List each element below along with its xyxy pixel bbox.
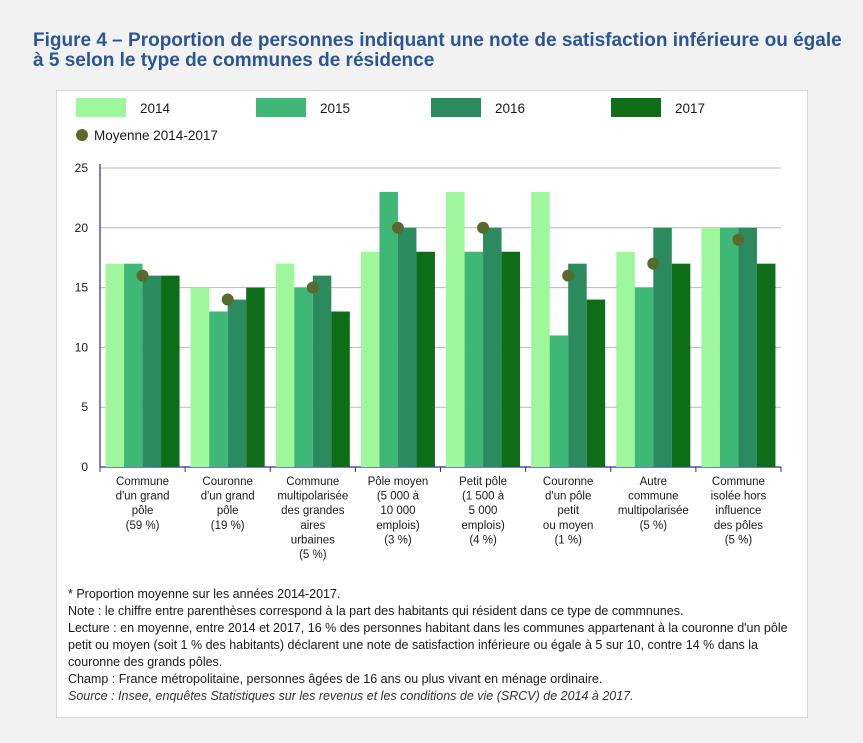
bar-2015 <box>634 287 654 467</box>
bar-2015 <box>464 251 484 467</box>
note-reading: Lecture : en moyenne, entre 2014 et 2017… <box>68 621 788 669</box>
x-category-label: Pôle moyen (5 000 à 10 000 emplois) (3 %) <box>368 476 429 546</box>
x-category-label: Commune d'un grand pôle (59 %) <box>116 476 170 532</box>
bar-2015 <box>379 191 398 468</box>
mean-marker <box>477 221 490 234</box>
x-category-label: Commune multipolarisée des grandes aires urb… <box>277 476 348 561</box>
chart-notes: * Proportion moyenne sur les années 2014… <box>68 586 798 705</box>
y-tick-label: 0 <box>81 460 88 474</box>
mean-marker <box>732 233 745 246</box>
bar-2017 <box>331 311 350 467</box>
bar-2015 <box>294 287 313 467</box>
note-text: Note : le chiffre entre parenthèses corr… <box>68 604 684 618</box>
bar-2014 <box>190 287 210 467</box>
bar-2016 <box>568 263 587 467</box>
bar-2016 <box>738 227 757 467</box>
legend-label-mean: Moyenne 2014-2017 <box>94 128 218 143</box>
y-tick-label: 25 <box>75 161 89 175</box>
legend-label-2014: 2014 <box>140 101 171 116</box>
bar-2016 <box>227 299 247 467</box>
legend-label-2017: 2017 <box>675 101 705 116</box>
bar-2017 <box>246 287 265 467</box>
legend-swatch-2017 <box>611 98 661 117</box>
mean-marker <box>391 221 404 234</box>
bar-2015 <box>209 311 228 467</box>
legend-swatch-2015 <box>256 98 306 117</box>
y-tick-label: 15 <box>75 281 89 295</box>
bar-2016 <box>653 227 672 467</box>
bar-2014 <box>360 251 380 467</box>
mean-marker <box>647 257 660 270</box>
x-category-label: Couronne d'un pôle petit ou moyen (1 %) <box>543 476 594 546</box>
x-category-label: Couronne d'un grand pôle (19 %) <box>201 476 255 532</box>
bar-2014 <box>446 191 465 468</box>
bar-2016 <box>312 275 332 467</box>
bar-2014 <box>275 263 295 467</box>
bar-2014 <box>616 251 635 467</box>
legend-swatch-2016 <box>431 98 481 117</box>
bar-2017 <box>501 251 521 467</box>
y-tick-label: 20 <box>75 221 89 235</box>
note-scope: Champ : France métropolitaine, personnes… <box>68 672 603 686</box>
bar-2017 <box>161 275 180 467</box>
bar-2017 <box>586 299 606 467</box>
x-category-label: Commune isolée hors influence des pôles (5 %… <box>711 476 767 546</box>
note-source: Source : Insee, enquêtes Statistiques su… <box>68 689 634 703</box>
bar-2015 <box>549 335 569 467</box>
legend-swatch-2014 <box>76 98 126 117</box>
mean-marker <box>136 269 149 282</box>
x-category-label: Autre commune multipolarisée (5 %) <box>618 476 689 532</box>
bar-2017 <box>416 251 435 467</box>
bar-2017 <box>756 263 776 467</box>
bar-2014 <box>531 191 550 468</box>
y-tick-label: 10 <box>75 340 89 354</box>
legend-label-2016: 2016 <box>495 101 525 116</box>
bar-2014 <box>105 263 125 467</box>
y-tick-label: 5 <box>81 400 88 414</box>
bar-2017 <box>671 263 691 467</box>
bar-2016 <box>397 227 417 467</box>
figure-title: Figure 4 – Proportion de personnes indiq… <box>33 30 842 71</box>
legend-label-2015: 2015 <box>320 101 350 116</box>
legend-mean-marker <box>76 129 88 141</box>
bar-2016 <box>483 227 502 467</box>
bar-2015 <box>124 263 143 467</box>
bar-2014 <box>701 227 720 467</box>
mean-marker <box>221 293 234 306</box>
note-footnote: * Proportion moyenne sur les années 2014… <box>68 587 341 601</box>
bar-chart: 0 5 10 15 20 25 Commune d'un grand pôle (59 %) Cou… <box>75 98 782 561</box>
mean-marker <box>562 269 575 282</box>
mean-marker <box>306 281 319 294</box>
bar-2016 <box>142 275 162 467</box>
bar-2015 <box>719 227 739 467</box>
